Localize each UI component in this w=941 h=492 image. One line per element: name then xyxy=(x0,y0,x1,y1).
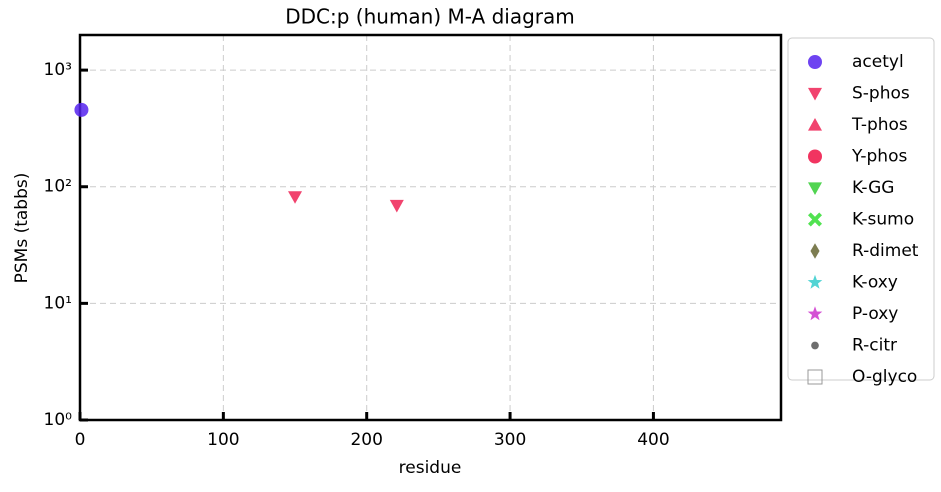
data-point xyxy=(389,199,404,213)
x-axis-label: residue xyxy=(399,458,462,478)
y-tick-label: 10⁰ xyxy=(44,410,73,430)
legend-label: S-phos xyxy=(852,84,910,104)
legend-marker xyxy=(811,341,819,350)
legend-marker xyxy=(807,274,823,289)
legend-marker xyxy=(807,369,823,385)
legend-label: K-sumo xyxy=(852,210,914,230)
legend-label: K-GG xyxy=(852,178,894,198)
y-tick-label: 10² xyxy=(44,177,72,197)
legend-marker xyxy=(808,212,822,227)
legend-label: P-oxy xyxy=(852,304,898,324)
legend-label: O-glyco xyxy=(852,367,917,387)
legend-label: acetyl xyxy=(852,52,904,72)
legend-label: Y-phos xyxy=(851,147,907,167)
legend-label: T-phos xyxy=(851,115,908,135)
legend-marker xyxy=(808,182,822,195)
legend-label: R-dimet xyxy=(852,241,919,261)
legend-marker xyxy=(808,55,822,69)
legend-label: R-citr xyxy=(852,336,897,356)
legend-box xyxy=(787,37,935,381)
y-tick-label: 10³ xyxy=(44,60,72,80)
chart-title: DDC:p (human) M-A diagram xyxy=(285,5,575,29)
data-point xyxy=(74,102,89,117)
x-tick-label: 100 xyxy=(207,430,239,450)
legend-marker xyxy=(808,87,822,101)
y-tick-label: 10¹ xyxy=(44,293,72,313)
plot-frame xyxy=(78,33,783,422)
legend-label: K-oxy xyxy=(852,273,898,293)
legend-marker xyxy=(808,149,822,164)
y-axis-label: PSMs (tabbs) xyxy=(12,173,32,284)
legend-marker xyxy=(808,118,822,131)
x-tick-label: 200 xyxy=(350,430,382,450)
x-tick-label: 400 xyxy=(637,430,669,450)
data-point xyxy=(288,191,303,204)
legend-marker xyxy=(807,306,823,321)
x-tick-label: 300 xyxy=(494,430,526,450)
x-tick-label: 0 xyxy=(75,430,86,450)
legend-marker xyxy=(810,243,820,259)
